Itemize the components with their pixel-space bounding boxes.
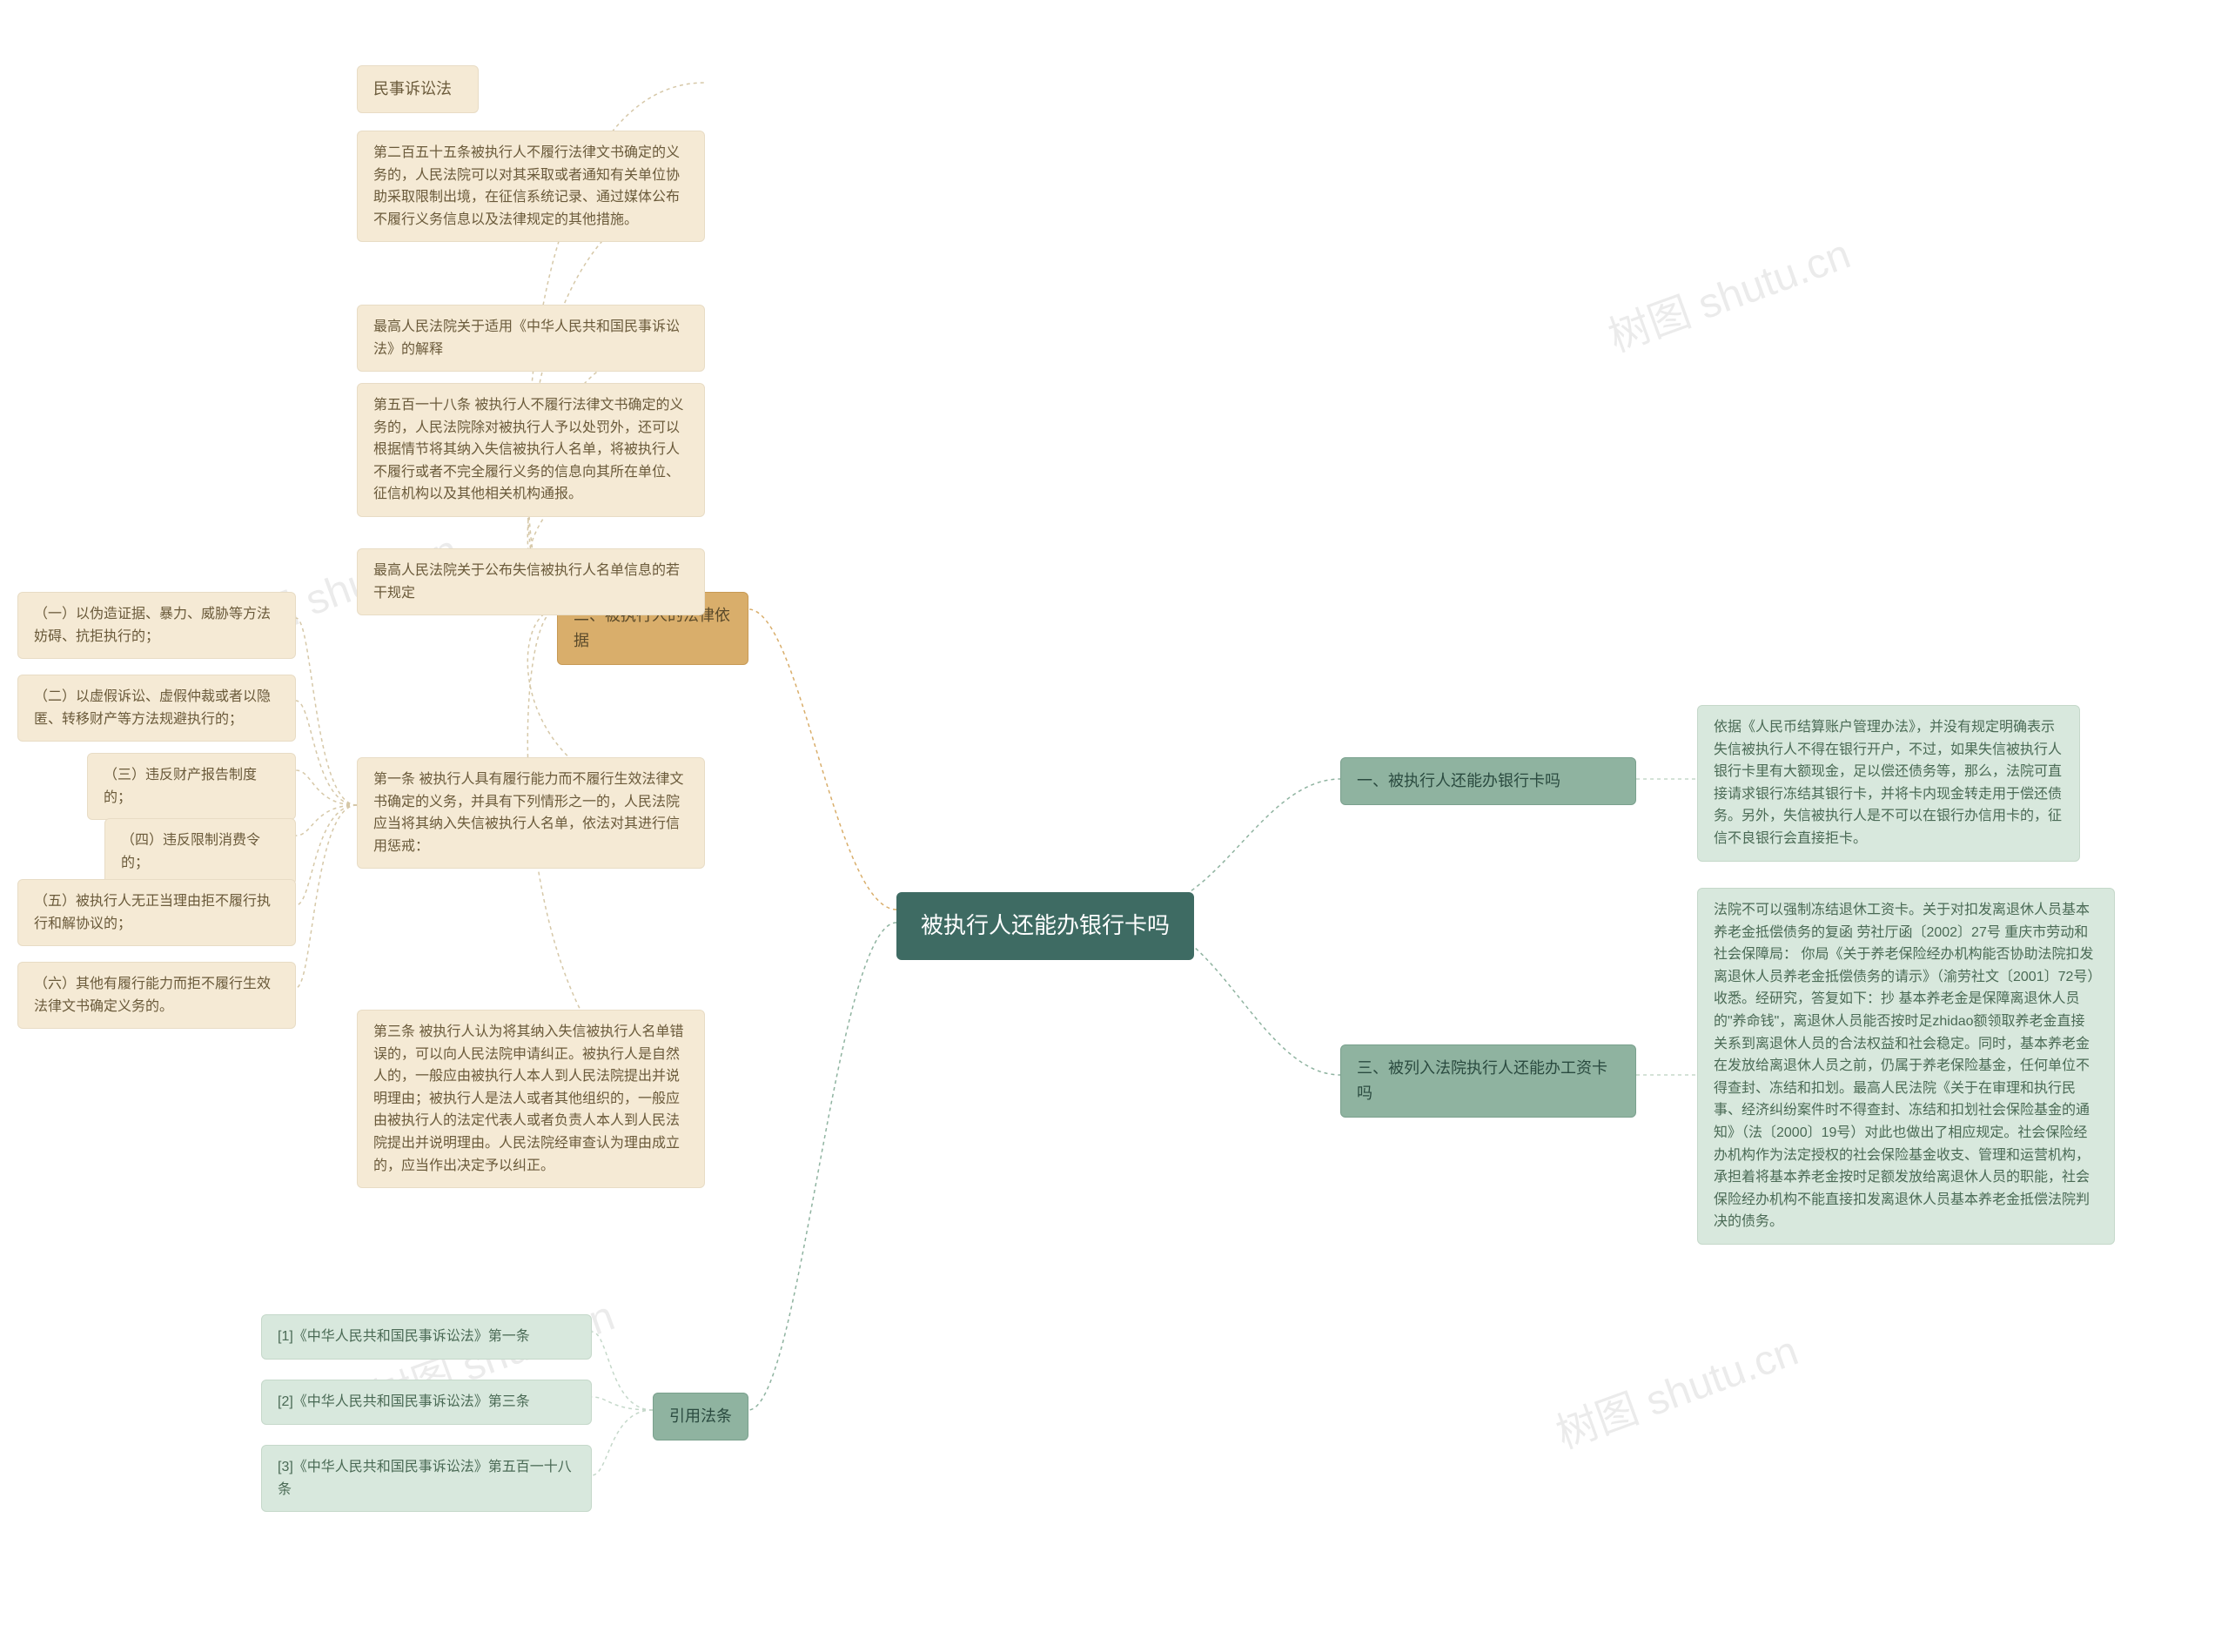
leaf-b2-6-1[interactable]: （一）以伪造证据、暴力、威胁等方法妨碍、抗拒执行的；	[17, 592, 296, 659]
leaf-b4-2[interactable]: [2]《中华人民共和国民事诉讼法》第三条	[261, 1380, 592, 1425]
watermark: 树图 shutu.cn	[1599, 219, 1857, 363]
leaf-b4-3[interactable]: [3]《中华人民共和国民事诉讼法》第五百一十八条	[261, 1445, 592, 1512]
leaf-b2-4[interactable]: 第五百一十八条 被执行人不履行法律文书确定的义务的，人民法院除对被执行人予以处罚…	[357, 383, 705, 517]
leaf-b2-6-2[interactable]: （二）以虚假诉讼、虚假仲裁或者以隐匿、转移财产等方法规避执行的；	[17, 675, 296, 742]
leaf-b2-1[interactable]: 民事诉讼法	[357, 65, 479, 113]
leaf-b2-6-4[interactable]: （四）违反限制消费令的；	[104, 818, 296, 885]
leaf-b4-1[interactable]: [1]《中华人民共和国民事诉讼法》第一条	[261, 1314, 592, 1360]
branch-4[interactable]: 引用法条	[653, 1393, 748, 1440]
leaf-b2-6-5[interactable]: （五）被执行人无正当理由拒不履行执行和解协议的；	[17, 879, 296, 946]
watermark: 树图 shutu.cn	[1547, 1316, 1805, 1460]
leaf-b2-7[interactable]: 第三条 被执行人认为将其纳入失信被执行人名单错误的，可以向人民法院申请纠正。被执…	[357, 1010, 705, 1188]
leaf-b2-6-6[interactable]: （六）其他有履行能力而拒不履行生效法律文书确定义务的。	[17, 962, 296, 1029]
branch-1[interactable]: 一、被执行人还能办银行卡吗	[1340, 757, 1636, 805]
leaf-b2-3[interactable]: 最高人民法院关于适用《中华人民共和国民事诉讼法》的解释	[357, 305, 705, 372]
leaf-b2-5[interactable]: 最高人民法院关于公布失信被执行人名单信息的若干规定	[357, 548, 705, 615]
leaf-b2-6[interactable]: 第一条 被执行人具有履行能力而不履行生效法律文书确定的义务，并具有下列情形之一的…	[357, 757, 705, 869]
leaf-b2-2[interactable]: 第二百五十五条被执行人不履行法律文书确定的义务的，人民法院可以对其采取或者通知有…	[357, 131, 705, 242]
root-node[interactable]: 被执行人还能办银行卡吗	[896, 892, 1194, 960]
branch-3[interactable]: 三、被列入法院执行人还能办工资卡吗	[1340, 1044, 1636, 1118]
leaf-b1-1[interactable]: 依据《人民币结算账户管理办法》，并没有规定明确表示失信被执行人不得在银行开户，不…	[1697, 705, 2080, 862]
leaf-b2-6-3[interactable]: （三）违反财产报告制度的；	[87, 753, 296, 820]
leaf-b3-1[interactable]: 法院不可以强制冻结退休工资卡。关于对扣发离退休人员基本养老金抵偿债务的复函 劳社…	[1697, 888, 2115, 1245]
